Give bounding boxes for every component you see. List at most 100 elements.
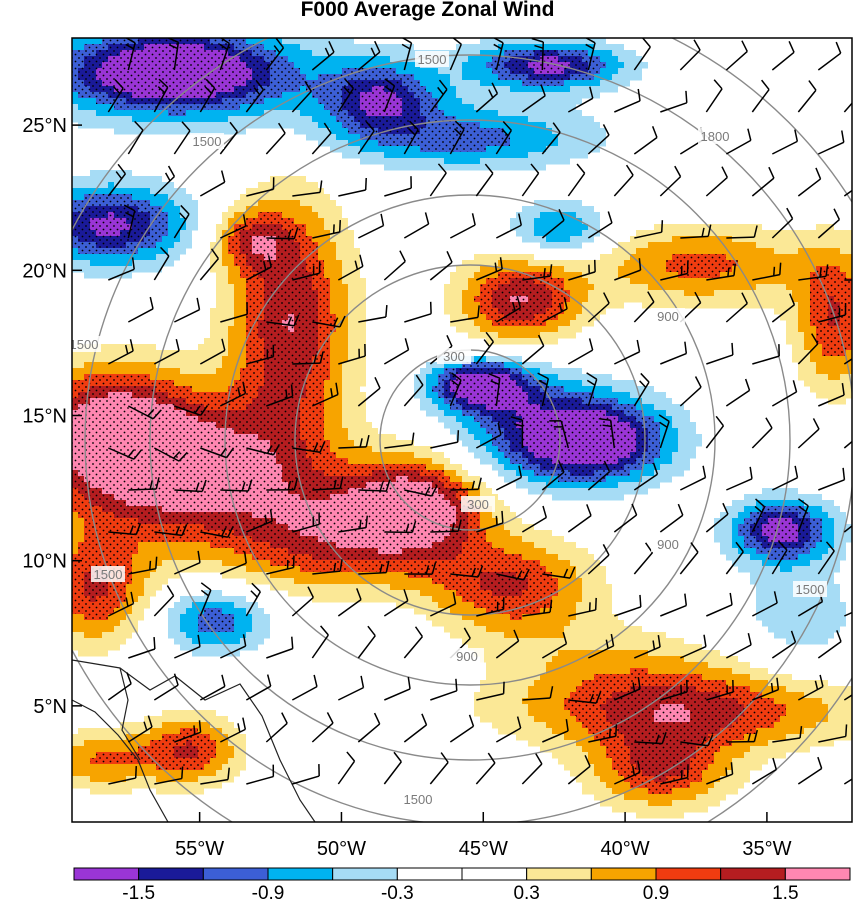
field-cell — [546, 380, 582, 387]
wind-barb-shaft — [127, 726, 153, 743]
hatch-cell — [582, 722, 774, 728]
field-cell — [726, 680, 768, 687]
wind-barb — [541, 122, 561, 155]
field-cell — [168, 212, 180, 219]
wind-barb-shaft — [725, 389, 750, 407]
wind-barb-flag — [513, 423, 523, 427]
field-cell — [630, 236, 672, 243]
wind-barb-flag — [842, 467, 846, 480]
field-cell — [540, 332, 576, 339]
wind-barb-flag — [226, 447, 235, 459]
wind-barb — [357, 712, 381, 743]
field-cell — [432, 368, 444, 375]
field-cell — [816, 542, 834, 549]
wind-barb-flag — [115, 171, 123, 180]
field-cell — [342, 278, 366, 285]
field-cell — [582, 230, 600, 237]
wind-barb-shaft — [818, 735, 846, 743]
field-cell — [348, 320, 366, 327]
wind-barb-shaft — [568, 271, 596, 281]
field-cell — [564, 308, 582, 315]
wind-barb-shaft — [752, 688, 779, 701]
field-cell — [660, 452, 672, 459]
field-cell — [120, 620, 138, 627]
wind-barb — [706, 762, 734, 785]
wind-barb-flag — [219, 43, 228, 50]
field-cell — [192, 638, 240, 645]
field-cell — [708, 662, 750, 669]
wind-barb — [614, 594, 642, 617]
wind-barb-flag — [456, 430, 460, 443]
wind-barb-shaft — [220, 313, 248, 323]
field-cell — [240, 638, 264, 645]
wind-barb-shaft — [725, 644, 752, 659]
wind-barb-flag — [586, 379, 596, 386]
wind-barb-flag — [563, 568, 569, 578]
field-cell — [228, 350, 246, 357]
wind-barb-flag — [701, 227, 705, 237]
field-cell — [636, 812, 684, 819]
wind-barb-flag — [125, 597, 129, 607]
field-cell — [798, 308, 810, 315]
wind-barb-flag — [495, 515, 498, 525]
field-cell — [234, 200, 258, 207]
field-cell — [702, 770, 726, 777]
field-cell — [438, 104, 474, 111]
field-cell — [546, 122, 600, 129]
hatch-cell — [246, 296, 330, 302]
field-cell — [498, 110, 582, 117]
hatch-cell — [246, 362, 330, 368]
wind-barb-flag — [446, 334, 453, 347]
field-cell — [486, 626, 564, 633]
wind-barb-shaft — [358, 316, 387, 323]
field-cell — [540, 368, 582, 375]
hatch-cell — [72, 242, 156, 248]
field-cell — [78, 104, 114, 111]
hatch-cell — [750, 512, 810, 518]
wind-barb-shaft — [752, 355, 780, 365]
hatch-cell — [444, 584, 558, 590]
wind-barb-flag — [454, 120, 465, 131]
field-cell — [678, 428, 696, 435]
wind-barb-shaft — [706, 354, 734, 365]
field-cell — [546, 548, 588, 555]
field-cell — [282, 38, 354, 45]
wind-barb — [817, 541, 835, 575]
hatch-cell — [228, 248, 318, 254]
hatch-cell — [810, 296, 852, 302]
field-cell — [216, 296, 234, 303]
field-cell — [462, 98, 582, 105]
wind-barb — [292, 351, 324, 365]
field-cell — [534, 218, 582, 225]
hatch-cell — [492, 68, 600, 74]
field-cell — [342, 362, 366, 369]
wind-barb-shaft — [475, 172, 494, 197]
field-cell — [222, 608, 246, 615]
hatch-cell — [246, 332, 330, 338]
wind-barb — [108, 257, 135, 281]
wind-barb-flag — [287, 480, 292, 491]
field-cell — [168, 218, 186, 225]
wind-barb-flag — [197, 634, 201, 647]
wind-barb-flag — [335, 382, 339, 395]
wind-barb-flag — [241, 481, 246, 491]
contour-label-bg — [415, 51, 449, 67]
field-cell — [540, 608, 576, 615]
field-cell — [780, 566, 792, 573]
field-cell — [582, 590, 612, 597]
field-cell — [174, 380, 234, 387]
wind-barb — [153, 447, 188, 462]
wind-barb-flag — [836, 630, 842, 642]
wind-barb — [521, 505, 548, 533]
field-cell — [324, 272, 342, 279]
hatch-cell — [510, 458, 654, 464]
wind-barb-shaft — [495, 42, 504, 71]
field-cell — [72, 614, 84, 621]
field-cell — [138, 596, 150, 603]
field-cell — [324, 392, 342, 399]
field-cell — [702, 776, 720, 783]
hatch-cell — [816, 326, 852, 332]
field-cell — [234, 614, 252, 621]
hatch-cell — [474, 602, 552, 608]
wind-barb-shaft — [614, 351, 640, 365]
